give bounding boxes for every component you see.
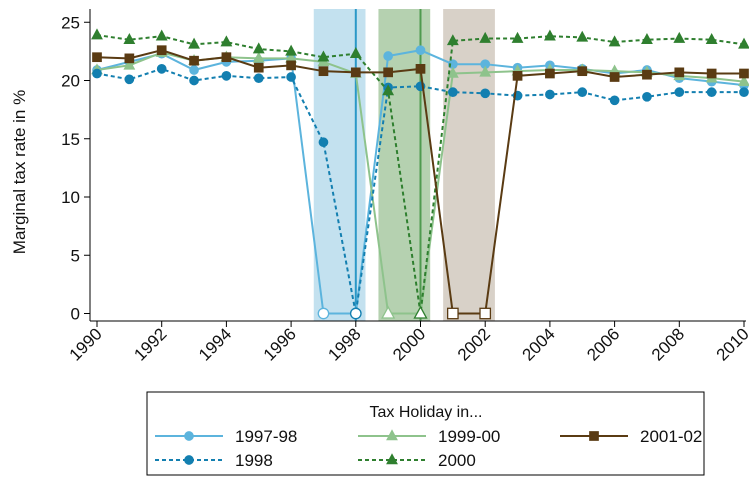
- x-tick-label: 2008: [648, 324, 688, 364]
- data-point: [190, 76, 198, 84]
- data-point: [675, 88, 683, 96]
- data-point: [481, 89, 489, 97]
- x-tick-label: 2004: [519, 324, 559, 364]
- data-point: [93, 53, 101, 61]
- y-tick-label: 5: [71, 246, 80, 265]
- x-tick-label: 1990: [66, 324, 106, 364]
- data-point: [740, 69, 748, 77]
- y-tick-label: 25: [61, 13, 80, 32]
- x-tick-label: 2000: [389, 324, 429, 364]
- shaded-period-2001-02: [443, 9, 495, 321]
- data-point: [255, 74, 263, 82]
- x-tick-label: 1996: [260, 324, 300, 364]
- data-point: [158, 46, 166, 54]
- data-point: [740, 88, 748, 96]
- data-point: [351, 308, 361, 318]
- legend-label: 2000: [438, 451, 476, 470]
- data-point: [384, 68, 392, 76]
- data-point: [255, 63, 263, 71]
- data-point: [480, 308, 490, 318]
- data-point: [578, 88, 586, 96]
- x-tick-label: 1998: [324, 324, 364, 364]
- x-tick-label: 2002: [454, 324, 494, 364]
- data-point: [286, 46, 296, 55]
- data-point: [319, 138, 327, 146]
- data-point: [384, 52, 392, 60]
- data-point: [449, 88, 457, 96]
- data-point: [254, 44, 264, 53]
- y-tick-label: 15: [61, 130, 80, 149]
- legend: Tax Holiday in... 1997-98 1999-00 2001-02 1…: [147, 392, 704, 475]
- legend-label: 2001-02: [640, 427, 702, 446]
- data-point: [513, 72, 521, 80]
- x-tick-label: 2006: [583, 324, 623, 364]
- data-point: [158, 65, 166, 73]
- data-point: [546, 69, 554, 77]
- data-point: [125, 54, 133, 62]
- data-point: [93, 69, 101, 77]
- legend-title: Tax Holiday in...: [370, 404, 483, 421]
- data-point: [189, 39, 199, 48]
- legend-label: 1999-00: [438, 427, 500, 446]
- data-point: [92, 30, 102, 39]
- y-tick-label: 20: [61, 72, 80, 91]
- x-tick-label: 2010: [713, 324, 749, 364]
- data-point: [416, 46, 424, 54]
- data-point: [125, 75, 133, 83]
- data-point: [707, 69, 715, 77]
- data-point: [416, 65, 424, 73]
- y-tick-label: 10: [61, 188, 80, 207]
- data-point: [643, 70, 651, 78]
- data-point: [222, 53, 230, 61]
- data-point: [287, 73, 295, 81]
- y-tick-label: 0: [71, 305, 80, 324]
- data-point: [577, 32, 587, 41]
- data-point: [190, 56, 198, 64]
- data-point: [610, 96, 618, 104]
- data-point: [643, 93, 651, 101]
- data-point: [157, 31, 167, 40]
- data-point: [190, 66, 198, 74]
- data-point: [222, 72, 230, 80]
- data-point: [546, 90, 554, 98]
- legend-swatch-marker: [185, 456, 193, 464]
- x-tick-label: 1992: [130, 324, 170, 364]
- legend-label: 1998: [235, 451, 273, 470]
- data-point: [578, 67, 586, 75]
- data-point: [319, 67, 327, 75]
- data-point: [675, 68, 683, 76]
- data-point: [352, 68, 360, 76]
- data-point: [318, 308, 328, 318]
- data-point: [610, 73, 618, 81]
- data-point: [222, 37, 232, 46]
- data-point: [287, 61, 295, 69]
- data-point: [448, 308, 458, 318]
- legend-swatch-marker: [590, 432, 598, 440]
- data-point: [674, 33, 684, 42]
- data-point: [707, 88, 715, 96]
- legend-swatch-marker: [185, 432, 193, 440]
- legend-label: 1997-98: [235, 427, 297, 446]
- y-axis-label: Marginal tax rate in %: [10, 90, 29, 254]
- x-tick-label: 1994: [195, 324, 235, 364]
